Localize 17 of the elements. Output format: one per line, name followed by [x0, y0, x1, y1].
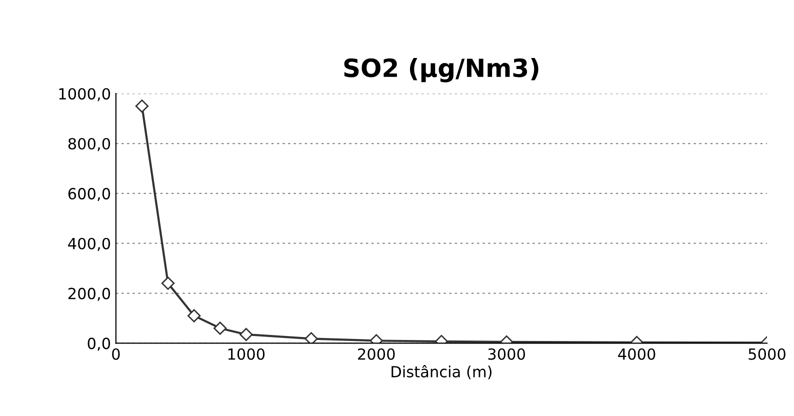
- x-axis-title: Distância (m): [392, 365, 492, 380]
- y-tick-label: 800,0: [68, 138, 110, 152]
- x-tick-label: 2000: [358, 348, 395, 360]
- x-tick-label: 5000: [748, 348, 786, 360]
- x-tick-label: 4000: [618, 348, 656, 360]
- point: [135, 99, 149, 113]
- x-tick-label: 3000: [488, 348, 525, 360]
- y-tick-label: 400,0: [68, 238, 110, 251]
- y-tick-label: 200,0: [68, 288, 110, 301]
- x-tick-label: 1000: [228, 348, 265, 360]
- y-tick-label: 600,0: [68, 188, 110, 202]
- chart-title: SO2 (µg/Nm3): [344, 58, 538, 82]
- y-tick-label: 1000,0: [59, 88, 110, 102]
- y-tick-label: 0,0: [88, 338, 110, 351]
- x-tick-label: 0: [112, 348, 120, 360]
- point: [161, 276, 175, 290]
- point: [304, 332, 318, 344]
